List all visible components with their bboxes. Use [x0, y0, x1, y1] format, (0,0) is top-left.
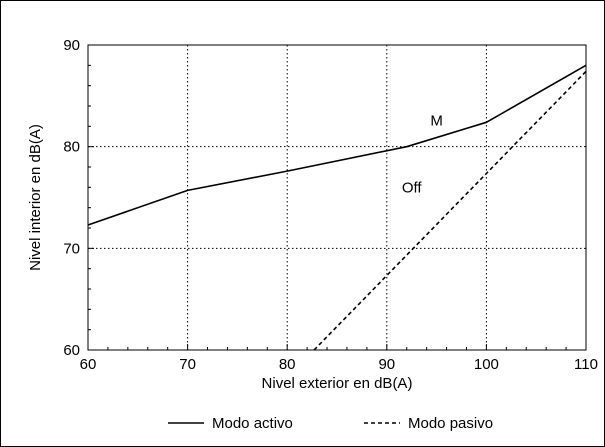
series-line-modo-pasivo — [313, 70, 587, 351]
annotations: M Off — [402, 112, 443, 196]
y-tick-label: 80 — [63, 139, 80, 156]
tick-labels: 60 70 80 90 100 110 60 70 80 90 — [63, 37, 598, 373]
x-tick-label: 60 — [80, 356, 97, 373]
y-tick-label: 60 — [63, 342, 80, 359]
series-group — [87, 64, 587, 351]
x-tick-label: 110 — [574, 356, 598, 373]
x-tick-label: 70 — [179, 356, 196, 373]
legend-label: Modo activo — [212, 415, 293, 432]
y-axis-title: Nivel interior en dB(A) — [27, 124, 44, 271]
legend: Modo activo Modo pasivo — [168, 415, 493, 432]
series-line-modo-activo — [87, 64, 587, 226]
y-tick-label: 70 — [63, 240, 80, 257]
grid-lines — [88, 45, 586, 350]
y-tick-label: 90 — [63, 37, 80, 54]
x-tick-label: 80 — [279, 356, 296, 373]
legend-label: Modo pasivo — [408, 415, 493, 432]
x-tick-label: 90 — [378, 356, 395, 373]
plot-area-border — [87, 44, 587, 351]
axis-ticks — [87, 44, 587, 351]
annotation-label: M — [430, 112, 443, 129]
annotation-label: Off — [402, 179, 423, 196]
x-axis-title: Nivel exterior en dB(A) — [262, 375, 413, 392]
x-tick-label: 100 — [474, 356, 499, 373]
